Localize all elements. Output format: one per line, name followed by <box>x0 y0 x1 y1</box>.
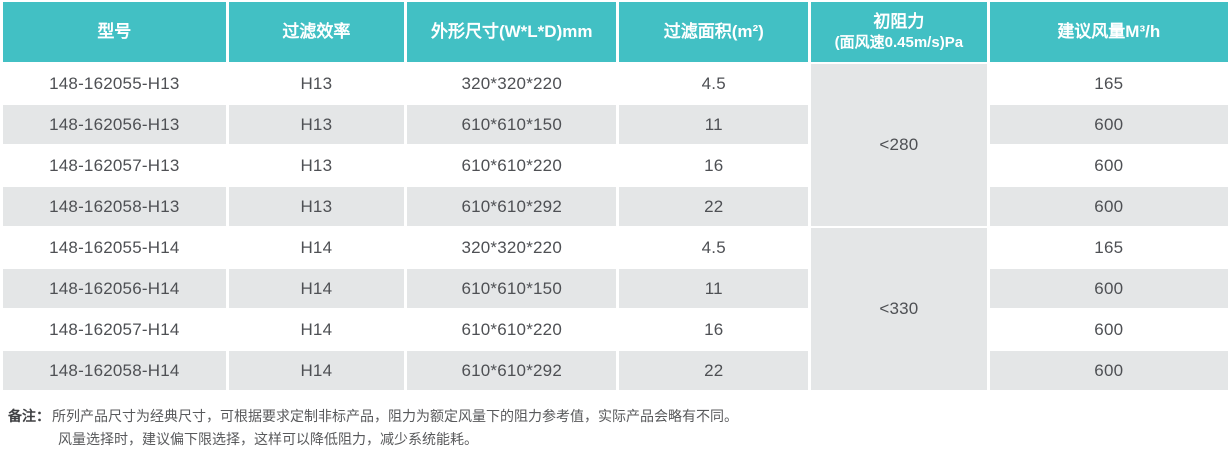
efficiency-cell: H13 <box>228 187 405 226</box>
model-cell: 148-162057-H14 <box>3 310 226 349</box>
table-row: 148-162056-H14 H14 610*610*150 11 600 <box>3 269 1228 308</box>
footnote-line: 风量选择时，建议偏下限选择，这样可以降低阻力，减少系统能耗。 <box>58 431 478 448</box>
efficiency-cell: H14 <box>228 228 405 267</box>
efficiency-cell: H13 <box>228 64 405 103</box>
table-row: 148-162055-H14 H14 320*320*220 4.5 <330 165 <box>3 228 1228 390</box>
resistance-cell: <330 <box>811 228 987 390</box>
table-row: 148-162058-H14 H14 610*610*292 22 600 <box>3 351 1228 390</box>
area-cell: 4.5 <box>619 228 809 267</box>
footnote-line: 所列产品尺寸为经典尺寸，可根据要求定制非标产品，阻力为额定风量下的阻力参考值，实… <box>52 408 738 424</box>
header-resistance-title: 初阻力 <box>873 12 925 32</box>
spec-table-body: 148-162055-H13 H13 320*320*220 4.5 <280 165 14… <box>3 64 1228 390</box>
efficiency-cell: H13 <box>228 146 405 185</box>
table-row: 148-162057-H13 H13 610*610*220 16 600 <box>3 146 1228 185</box>
table-row: 148-162056-H13 H13 610*610*150 11 600 <box>3 105 1228 144</box>
model-cell: 148-162057-H13 <box>3 146 226 185</box>
efficiency-cell: H14 <box>228 269 405 308</box>
header-dimensions: 外形尺寸(W*L*D)mm <box>407 2 617 62</box>
airflow-cell: 600 <box>989 146 1228 185</box>
table-row: 148-162058-H13 H13 610*610*292 22 600 <box>3 187 1228 226</box>
efficiency-cell: H13 <box>228 105 405 144</box>
dimensions-cell: 610*610*292 <box>407 187 617 226</box>
table-header: 型号 过滤效率 外形尺寸(W*L*D)mm 过滤面积(m²) 初阻力 (面风速0… <box>3 2 1228 62</box>
table-row: 148-162057-H14 H14 610*610*220 16 600 <box>3 310 1228 349</box>
model-cell: 148-162055-H14 <box>3 228 226 267</box>
area-cell: 16 <box>619 310 809 349</box>
header-efficiency: 过滤效率 <box>228 2 405 62</box>
dimensions-cell: 320*320*220 <box>407 228 617 267</box>
header-airflow: 建议风量M³/h <box>989 2 1228 62</box>
airflow-cell: 600 <box>989 187 1228 226</box>
model-cell: 148-162056-H13 <box>3 105 226 144</box>
efficiency-cell: H14 <box>228 310 405 349</box>
dimensions-cell: 320*320*220 <box>407 64 617 103</box>
footnote-text: 所列产品尺寸为经典尺寸，可根据要求定制非标产品，阻力为额定风量下的阻力参考值，实… <box>50 405 738 451</box>
area-cell: 11 <box>619 105 809 144</box>
footnote: 备注： 所列产品尺寸为经典尺寸，可根据要求定制非标产品，阻力为额定风量下的阻力参… <box>8 405 1231 451</box>
airflow-cell: 600 <box>989 351 1228 390</box>
area-cell: 22 <box>619 351 809 390</box>
airflow-cell: 165 <box>989 64 1228 103</box>
resistance-cell: <280 <box>811 64 987 226</box>
dimensions-cell: 610*610*150 <box>407 269 617 308</box>
dimensions-cell: 610*610*292 <box>407 351 617 390</box>
model-cell: 148-162056-H14 <box>3 269 226 308</box>
area-cell: 16 <box>619 146 809 185</box>
model-cell: 148-162055-H13 <box>3 64 226 103</box>
header-row: 型号 过滤效率 外形尺寸(W*L*D)mm 过滤面积(m²) 初阻力 (面风速0… <box>3 2 1228 62</box>
area-cell: 22 <box>619 187 809 226</box>
efficiency-cell: H14 <box>228 351 405 390</box>
footnote-label: 备注： <box>8 408 50 424</box>
filter-spec-table: 型号 过滤效率 外形尺寸(W*L*D)mm 过滤面积(m²) 初阻力 (面风速0… <box>3 2 1228 390</box>
airflow-cell: 165 <box>989 228 1228 267</box>
model-cell: 148-162058-H14 <box>3 351 226 390</box>
header-area: 过滤面积(m²) <box>619 2 809 62</box>
table-row: 148-162055-H13 H13 320*320*220 4.5 <280 165 <box>3 64 1228 226</box>
dimensions-cell: 610*610*220 <box>407 146 617 185</box>
model-cell: 148-162058-H13 <box>3 187 226 226</box>
dimensions-cell: 610*610*150 <box>407 105 617 144</box>
airflow-cell: 600 <box>989 310 1228 349</box>
area-cell: 11 <box>619 269 809 308</box>
dimensions-cell: 610*610*220 <box>407 310 617 349</box>
header-resistance-condition: (面风速0.45m/s)Pa <box>834 34 964 52</box>
airflow-cell: 600 <box>989 269 1228 308</box>
airflow-cell: 600 <box>989 105 1228 144</box>
header-model: 型号 <box>3 2 226 62</box>
area-cell: 4.5 <box>619 64 809 103</box>
header-resistance: 初阻力 (面风速0.45m/s)Pa <box>811 2 987 62</box>
